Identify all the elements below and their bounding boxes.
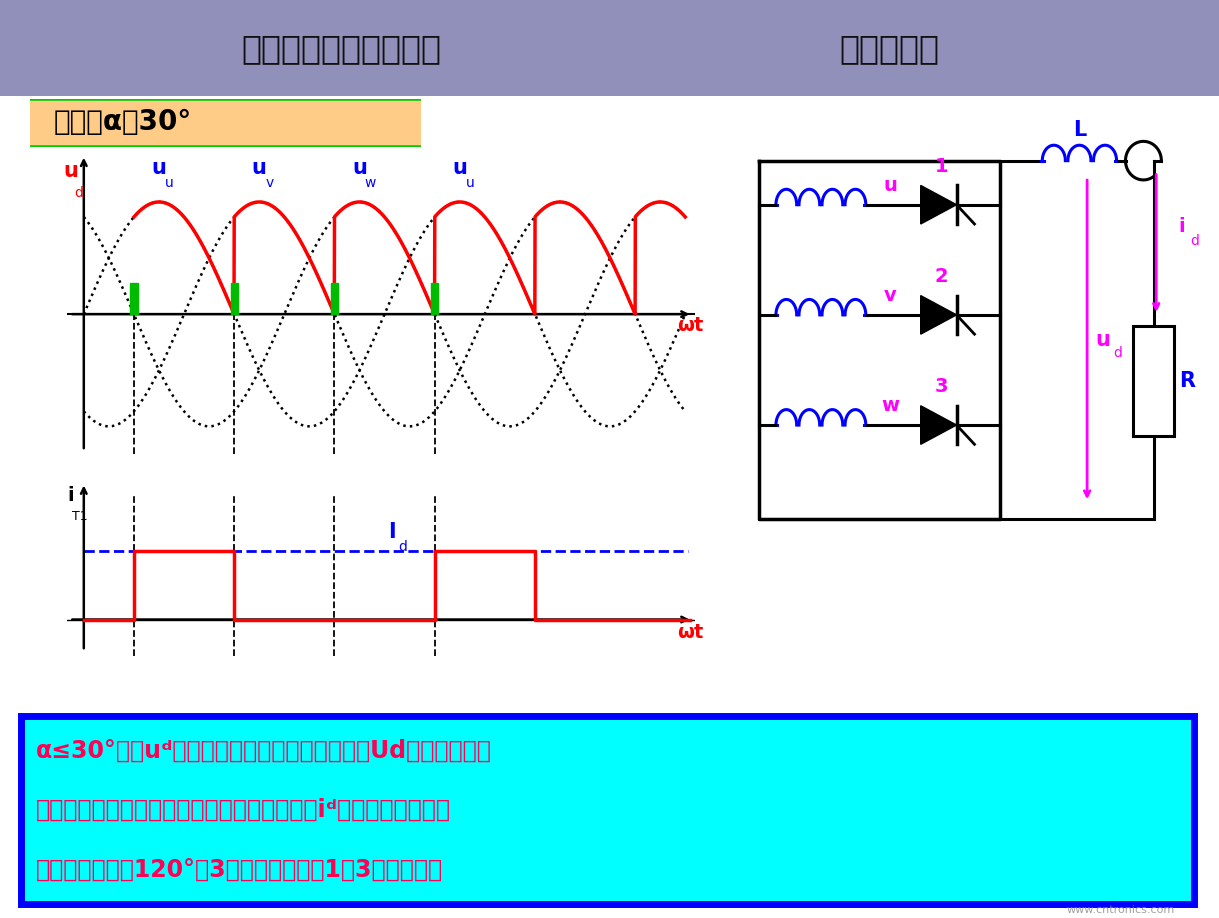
Text: L: L (1073, 120, 1086, 140)
Text: v: v (266, 176, 274, 190)
Text: 2: 2 (935, 267, 948, 285)
Text: u: u (452, 158, 467, 178)
Text: v: v (884, 286, 896, 305)
Text: i: i (1179, 218, 1185, 236)
Text: u: u (165, 176, 174, 190)
Text: I: I (388, 522, 396, 543)
Bar (230, 283, 238, 314)
Text: ωt: ωt (677, 316, 703, 335)
Bar (130, 283, 138, 314)
Text: u: u (151, 158, 167, 178)
Polygon shape (920, 185, 957, 224)
Text: α≤30°时，uᵈ波形与纯电阻性负载波形一样，Ud计算式和纯电: α≤30°时，uᵈ波形与纯电阻性负载波形一样，Ud计算式和纯电 (35, 739, 491, 763)
Bar (432, 283, 439, 314)
FancyBboxPatch shape (21, 716, 1193, 904)
Text: d: d (1113, 346, 1123, 361)
Text: u: u (352, 158, 367, 178)
Text: 晶闸管导通角为120°，3个晶闸管各负担1／3的负载电流: 晶闸管导通角为120°，3个晶闸管各负担1／3的负载电流 (35, 857, 442, 881)
Text: u: u (252, 158, 267, 178)
Text: R: R (1179, 371, 1195, 391)
Text: d: d (1190, 233, 1199, 248)
Polygon shape (920, 406, 957, 444)
Text: 1: 1 (935, 157, 948, 175)
Bar (1134, 326, 1174, 436)
Text: w: w (364, 176, 375, 190)
Text: i: i (67, 486, 73, 505)
Text: u: u (466, 176, 474, 190)
Text: www.cntronics.com: www.cntronics.com (1067, 905, 1175, 915)
Text: u: u (1095, 330, 1111, 350)
Text: 电感性负载: 电感性负载 (840, 32, 940, 64)
FancyBboxPatch shape (23, 98, 428, 148)
Bar (330, 283, 338, 314)
Text: T1: T1 (72, 509, 88, 523)
Text: d: d (399, 540, 407, 554)
Polygon shape (920, 296, 957, 334)
Text: u: u (883, 176, 897, 195)
Text: u: u (63, 161, 78, 181)
Text: d: d (74, 186, 83, 200)
Text: 控制角α＝30°: 控制角α＝30° (54, 108, 193, 136)
Text: w: w (881, 397, 898, 415)
Text: ωt: ωt (677, 623, 703, 643)
Text: 阻性负载一样；当电感足够大时，可近似认为iᵈ波形为平直波形，: 阻性负载一样；当电感足够大时，可近似认为iᵈ波形为平直波形， (35, 798, 451, 823)
Text: 三相半波可控整流电路: 三相半波可控整流电路 (241, 32, 441, 64)
Text: 3: 3 (935, 377, 948, 396)
